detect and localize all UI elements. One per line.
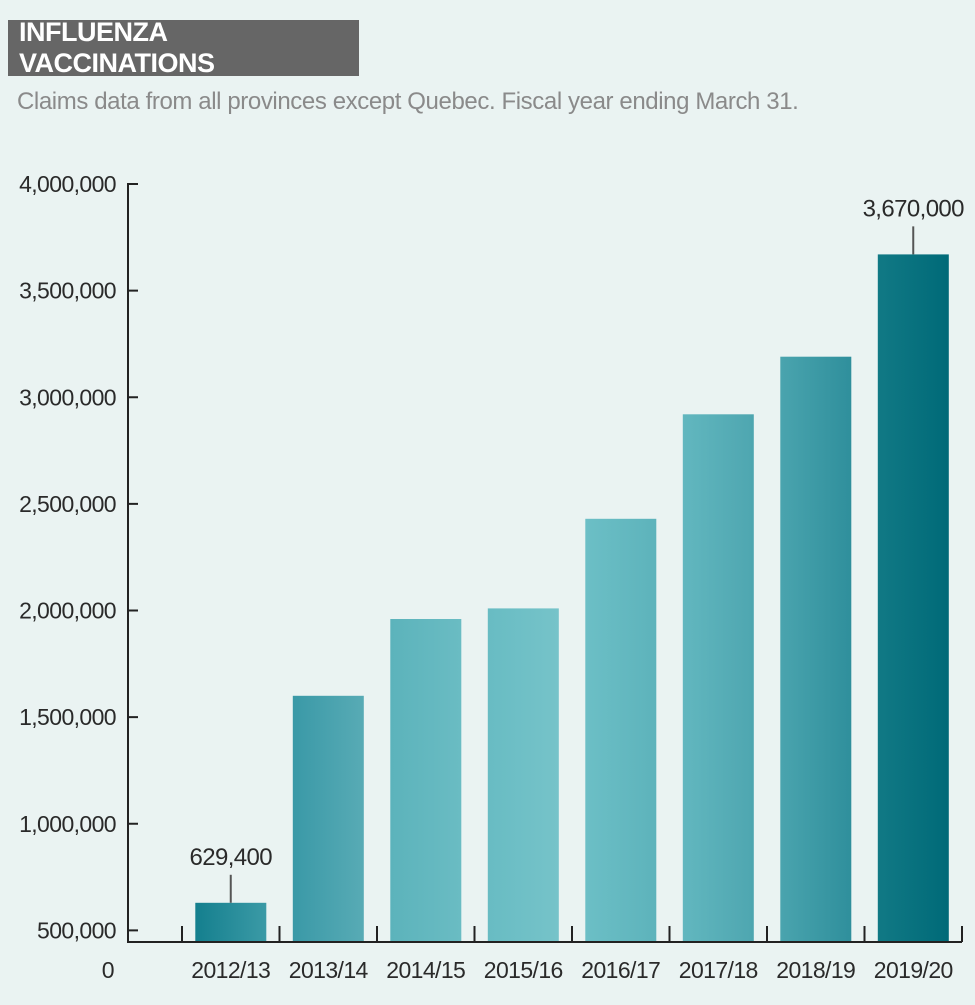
y-tick-label: 2,000,000 <box>19 598 116 624</box>
annotations: 629,400 3,670,000 <box>189 195 965 903</box>
data-label: 629,400 <box>189 844 272 871</box>
bar-2012-13 <box>195 902 267 942</box>
bar-2016-17 <box>585 518 657 942</box>
y-axis-labels: 0 500,000 1,000,000 1,500,000 2,000,000 2,500… <box>19 171 117 983</box>
x-tick-label: 2019/20 <box>874 957 953 983</box>
x-tick-label: 2013/14 <box>289 957 369 983</box>
bar-2014-15 <box>390 619 462 942</box>
y-tick-label: 4,000,000 <box>19 171 116 197</box>
x-tick-label: 2012/13 <box>191 957 270 983</box>
x-tick-label: 2018/19 <box>776 957 855 983</box>
y-tick-label: 0 <box>102 957 114 983</box>
x-tick-label: 2014/15 <box>386 957 465 983</box>
bars <box>195 254 949 942</box>
axes <box>127 183 963 943</box>
bar-2019-20 <box>877 254 949 942</box>
y-tick-label: 500,000 <box>37 917 116 943</box>
chart-subtitle: Claims data from all provinces except Qu… <box>17 88 799 115</box>
x-tick-label: 2016/17 <box>581 957 660 983</box>
bar-2015-16 <box>487 608 559 942</box>
bar-2013-14 <box>292 695 364 942</box>
y-tick-label: 1,000,000 <box>19 811 116 837</box>
bar-2018-19 <box>780 356 852 942</box>
y-tick-label: 2,500,000 <box>19 491 116 517</box>
y-tick-label: 3,500,000 <box>19 278 116 304</box>
x-tick-label: 2015/16 <box>484 957 563 983</box>
x-tick-label: 2017/18 <box>679 957 758 983</box>
chart-title: INFLUENZA VACCINATIONS <box>19 17 215 78</box>
data-label: 3,670,000 <box>863 195 965 222</box>
x-axis-labels: 2012/13 2013/14 2014/15 2015/16 2016/17 2017/… <box>191 957 953 983</box>
bar-2017-18 <box>682 414 754 942</box>
y-tick-label: 1,500,000 <box>19 704 116 730</box>
chart-title-box: INFLUENZA VACCINATIONS <box>8 17 359 78</box>
y-tick-label: 3,000,000 <box>19 384 116 410</box>
